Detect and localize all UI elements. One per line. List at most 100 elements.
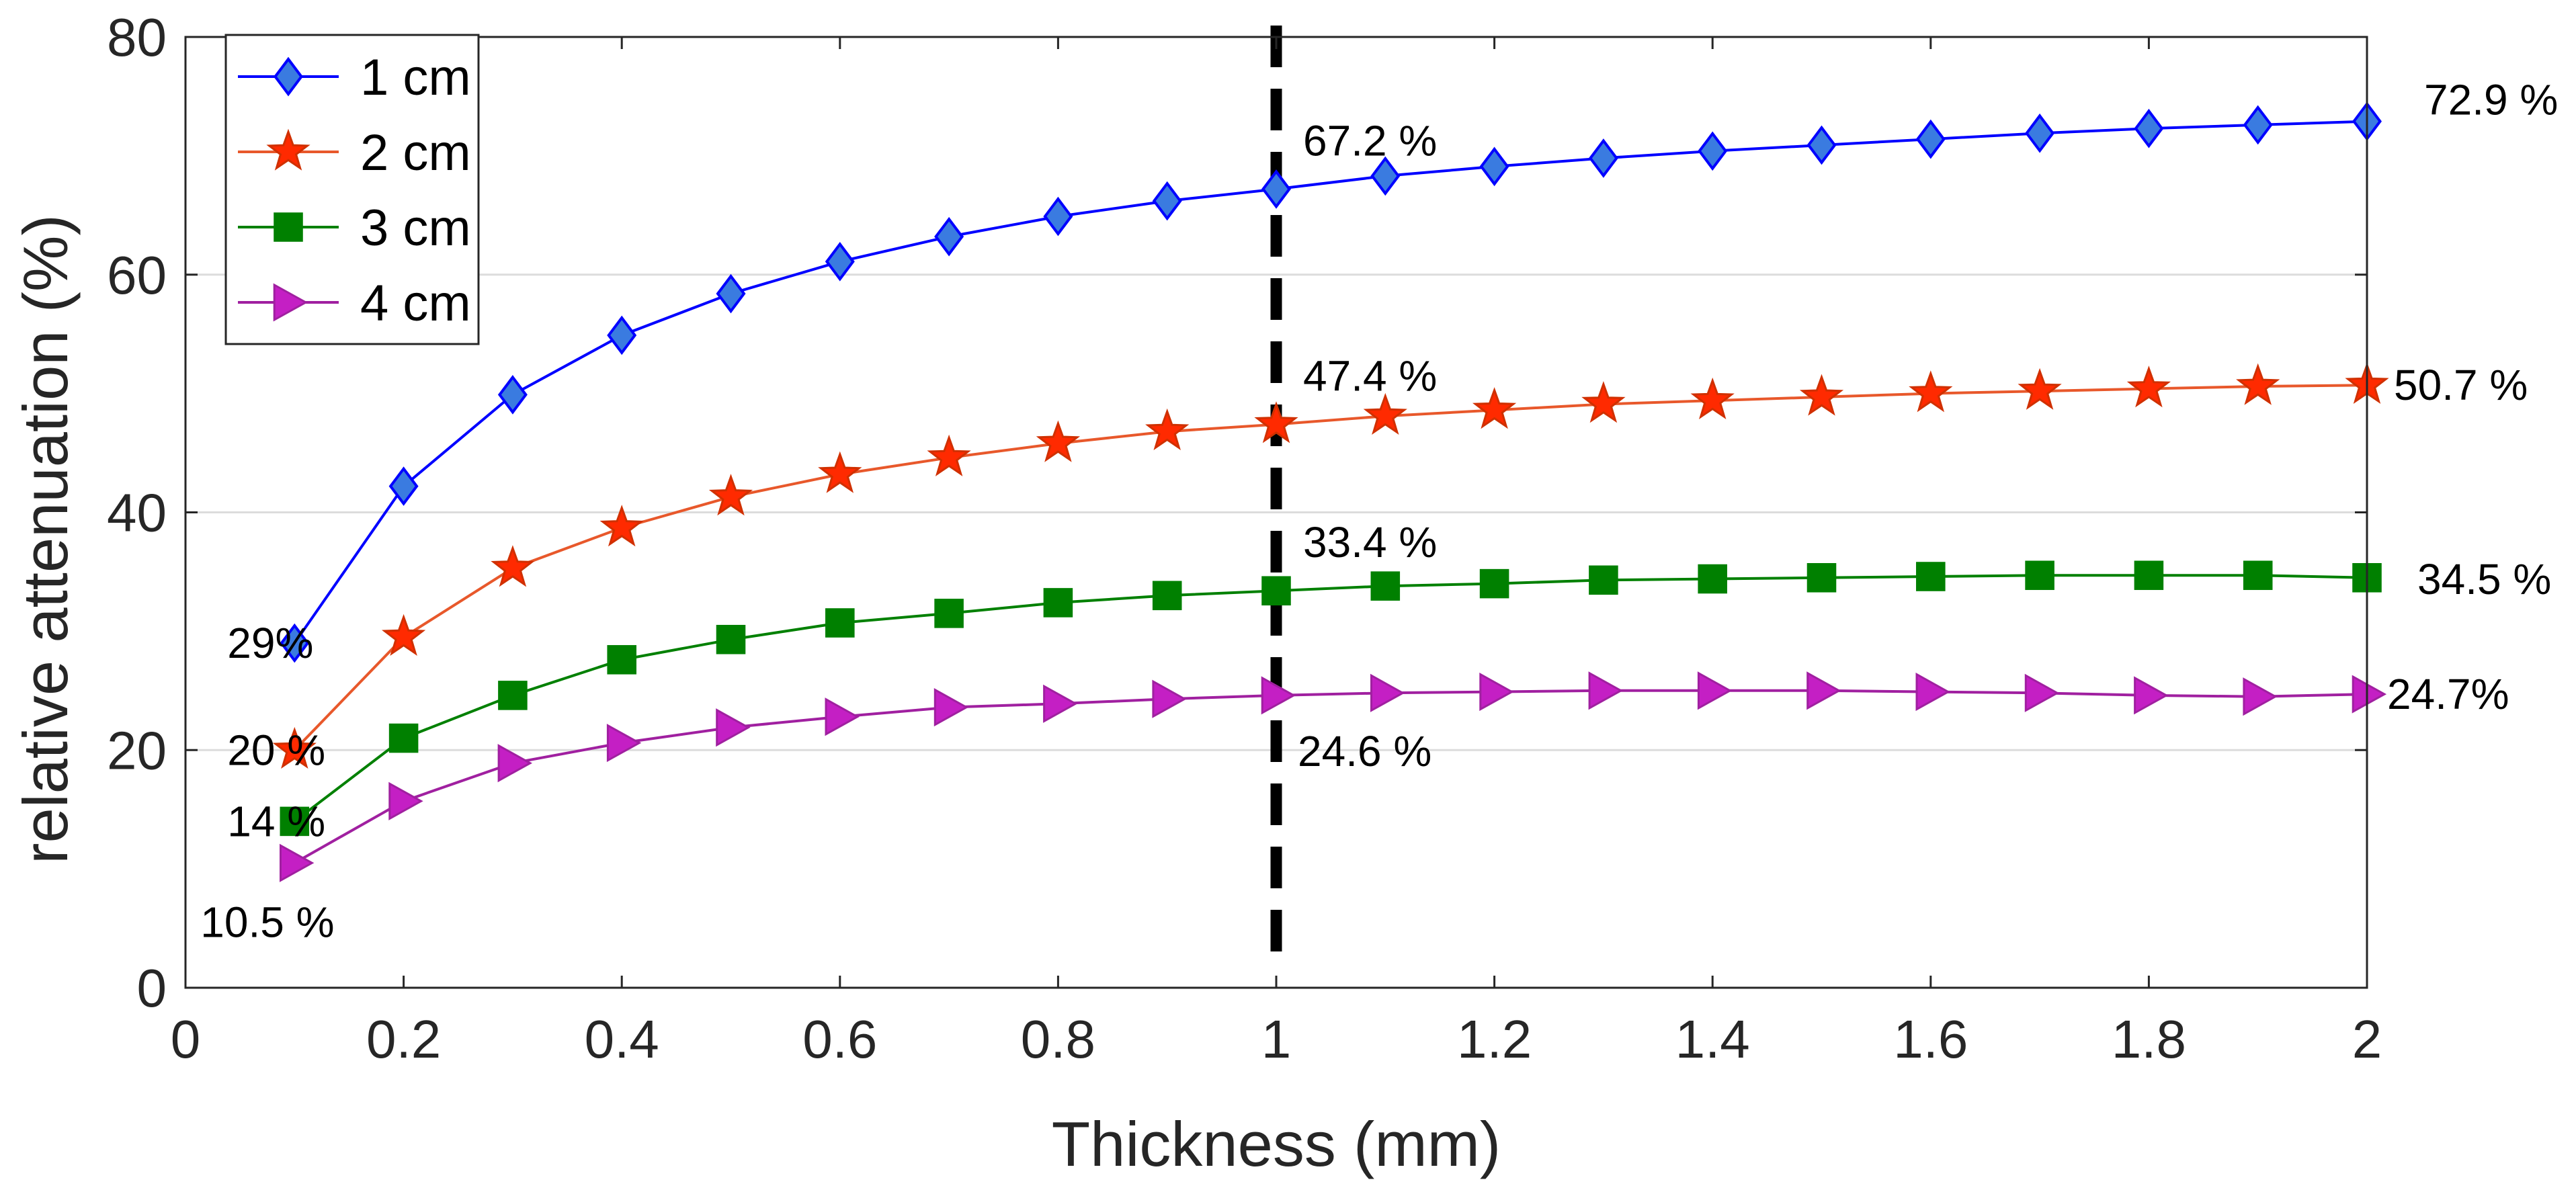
- data-point-s2-13: [1698, 564, 1727, 594]
- data-point-s3-8: [1152, 679, 1187, 718]
- annotations: 29% 20 % 14 % 10.5 % 67.2 % 47.4 % 33.4 % 24.6 …: [200, 76, 2558, 947]
- data-point-s2-15: [1916, 562, 1946, 591]
- legend-label-3: 4 cm: [360, 275, 471, 332]
- annotation-label-5: 47.4 %: [1303, 352, 1437, 400]
- x-tick-label-4: 0.8: [1021, 1009, 1095, 1069]
- data-point-s0-16: [2025, 113, 2055, 153]
- x-axis-label: Thickness (mm): [1052, 1109, 1501, 1179]
- legend-box: [224, 34, 480, 345]
- data-point-s2-16: [2025, 560, 2054, 591]
- data-point-s1-16: [2018, 368, 2062, 410]
- series-layer: [272, 101, 2389, 882]
- data-point-s2-18: [2243, 560, 2273, 591]
- x-tick-label-10: 2: [2352, 1009, 2382, 1069]
- data-point-s2-6: [934, 599, 964, 628]
- data-point-s2-12: [1589, 565, 1618, 595]
- y-tick-label-1: 20: [107, 720, 167, 780]
- data-point-s3-19: [2352, 675, 2387, 714]
- x-tick-label-5: 1: [1261, 1009, 1292, 1069]
- data-point-s0-12: [1588, 138, 1618, 178]
- annotation-label-0: 29%: [227, 619, 313, 667]
- data-point-s1-4: [708, 474, 753, 516]
- y-tick-label-0: 0: [137, 958, 167, 1018]
- x-tick-label-7: 1.4: [1675, 1009, 1750, 1069]
- annotation-label-3: 10.5 %: [200, 898, 334, 946]
- legend-marker-1: [266, 128, 310, 171]
- data-point-s2-10: [1370, 571, 1401, 601]
- data-point-s1-12: [1581, 381, 1626, 423]
- y-tick-label-2: 40: [107, 483, 167, 543]
- data-point-s2-14: [1806, 563, 1837, 593]
- data-point-s1-2: [491, 545, 535, 587]
- data-point-s1-15: [1909, 370, 1953, 413]
- data-point-s0-5: [825, 241, 855, 282]
- data-point-s0-14: [1806, 125, 1837, 165]
- legend-marker-3: [273, 283, 308, 322]
- data-point-s1-3: [599, 505, 644, 547]
- annotation-label-1: 20 %: [227, 726, 325, 774]
- series-line-0: [293, 120, 2368, 644]
- data-point-s3-16: [2024, 673, 2060, 712]
- data-point-s1-6: [927, 434, 971, 476]
- data-point-s3-2: [497, 744, 532, 783]
- legend: 1 cm 2 cm 3 cm 4 cm: [224, 34, 480, 345]
- annotation-label-9: 50.7 %: [2394, 361, 2528, 409]
- data-point-s1-0: [272, 726, 317, 769]
- legend-label-0: 1 cm: [360, 49, 471, 106]
- axes: [184, 36, 2368, 989]
- data-point-s3-6: [933, 688, 969, 727]
- x-tick-label-2: 0.4: [585, 1009, 659, 1069]
- series-line-2: [294, 574, 2368, 822]
- series-3-cm: [280, 560, 2382, 837]
- data-point-s0-18: [2243, 105, 2273, 145]
- data-point-s2-5: [825, 608, 855, 638]
- data-point-s3-0: [280, 843, 315, 882]
- data-point-s3-13: [1697, 671, 1733, 710]
- data-point-s1-9: [1254, 401, 1298, 443]
- data-point-s0-9: [1261, 169, 1291, 209]
- data-point-s2-3: [607, 645, 636, 675]
- legend-marker-2: [274, 212, 303, 242]
- data-point-s3-7: [1043, 684, 1078, 723]
- tick-labels: 0 20 40 60 80 0 0.2 0.4 0.6 0.8 1 1.2 1.4 1.6 1.8 2: [107, 7, 2382, 1069]
- data-point-s3-12: [1588, 671, 1623, 710]
- series-line-3: [294, 689, 2368, 865]
- annotation-label-2: 14 %: [227, 797, 325, 845]
- series-1-cm: [280, 101, 2382, 663]
- data-point-s1-18: [2236, 363, 2280, 405]
- series-4-cm: [280, 671, 2387, 882]
- data-point-s0-10: [1370, 156, 1401, 196]
- data-point-s2-11: [1479, 568, 1509, 599]
- data-point-s3-3: [606, 724, 642, 763]
- data-point-s2-2: [498, 681, 528, 710]
- data-point-s3-15: [1915, 673, 1950, 712]
- data-point-s1-17: [2126, 366, 2171, 408]
- y-axis-label: relative attenuation (%): [10, 214, 81, 864]
- plot-frame: [184, 36, 2368, 989]
- data-point-s0-4: [716, 273, 746, 314]
- annotation-label-4: 67.2 %: [1303, 116, 1437, 165]
- data-point-s0-17: [2134, 108, 2164, 148]
- legend-marker-0: [274, 56, 303, 97]
- data-point-s2-8: [1152, 581, 1182, 611]
- data-point-s3-11: [1479, 673, 1514, 712]
- data-point-s3-5: [825, 697, 860, 736]
- data-point-s2-9: [1261, 576, 1291, 606]
- data-point-s3-9: [1261, 676, 1296, 715]
- data-point-s1-11: [1472, 387, 1517, 429]
- data-point-s0-7: [1043, 196, 1073, 237]
- y-tick-label-4: 80: [107, 7, 167, 67]
- data-point-s0-2: [497, 375, 528, 415]
- data-point-s1-10: [1363, 392, 1407, 435]
- data-point-s1-8: [1145, 408, 1190, 451]
- data-point-s2-0: [280, 806, 310, 837]
- data-point-s1-7: [1036, 420, 1081, 462]
- data-point-s1-13: [1690, 377, 1735, 419]
- annotation-label-11: 24.7%: [2387, 670, 2509, 718]
- data-point-s3-4: [716, 708, 751, 747]
- y-tick-label-3: 60: [107, 245, 167, 305]
- data-point-s2-4: [716, 624, 746, 654]
- x-tick-label-9: 1.8: [2112, 1009, 2186, 1069]
- data-point-s0-0: [280, 623, 310, 663]
